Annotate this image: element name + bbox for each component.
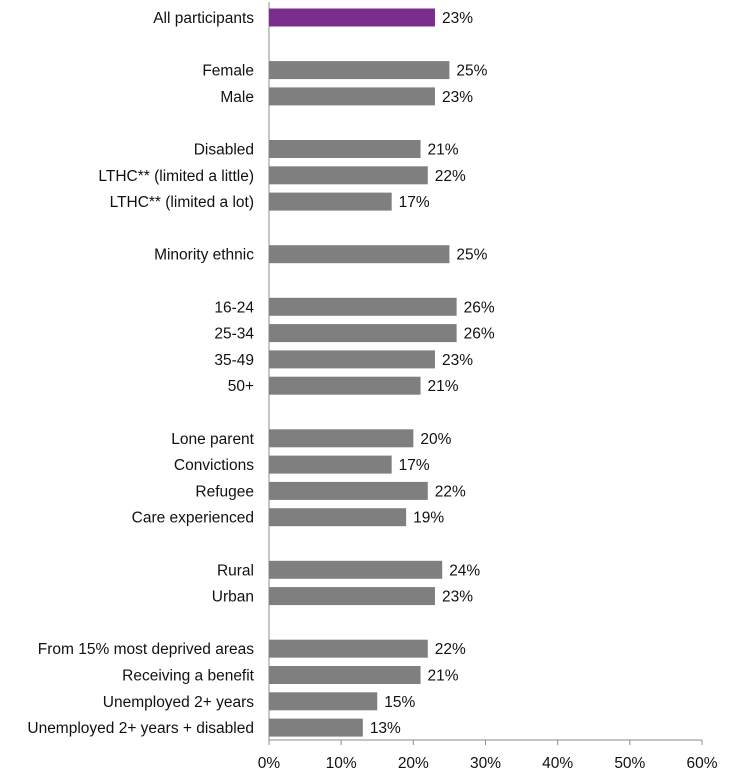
category-label: Disabled bbox=[194, 142, 254, 159]
bar bbox=[269, 87, 435, 106]
value-label: 25% bbox=[456, 63, 487, 80]
category-label: Male bbox=[220, 89, 254, 106]
category-label: 35-49 bbox=[214, 352, 254, 369]
bar bbox=[269, 350, 435, 369]
category-label: 25-34 bbox=[214, 326, 254, 343]
x-tick-label: 60% bbox=[686, 755, 717, 772]
category-label: Female bbox=[202, 63, 254, 80]
value-label: 13% bbox=[370, 720, 401, 737]
value-label: 17% bbox=[399, 457, 430, 474]
value-label: 19% bbox=[413, 510, 444, 527]
bar bbox=[269, 245, 450, 264]
value-label: 25% bbox=[456, 247, 487, 264]
category-label: All participants bbox=[153, 10, 254, 27]
value-label: 22% bbox=[435, 641, 466, 658]
value-label: 15% bbox=[384, 694, 415, 711]
bar bbox=[269, 560, 443, 579]
category-label: LTHC** (limited a little) bbox=[98, 168, 254, 185]
bar bbox=[269, 587, 435, 606]
category-label: Minority ethnic bbox=[154, 247, 254, 264]
bar bbox=[269, 692, 378, 711]
value-label: 26% bbox=[464, 326, 495, 343]
category-label: 16-24 bbox=[214, 299, 254, 316]
bar bbox=[269, 666, 421, 684]
bar bbox=[269, 192, 392, 211]
value-label: 17% bbox=[399, 194, 430, 211]
category-label: Care experienced bbox=[132, 510, 254, 527]
x-axis-ticks: 0% 10% 20% 30% 40% 50% 60% bbox=[258, 740, 718, 772]
value-label: 22% bbox=[435, 483, 466, 500]
bar bbox=[269, 639, 428, 658]
bar bbox=[269, 297, 457, 316]
x-tick-label: 30% bbox=[470, 755, 501, 772]
value-label: 23% bbox=[442, 89, 473, 106]
value-label: 23% bbox=[442, 10, 473, 27]
x-tick-label: 20% bbox=[398, 755, 429, 772]
category-label: Receiving a benefit bbox=[122, 668, 255, 685]
category-label: Rural bbox=[217, 562, 254, 579]
bar bbox=[269, 429, 414, 448]
bar bbox=[269, 508, 407, 527]
value-label: 26% bbox=[464, 299, 495, 316]
x-tick-label: 0% bbox=[258, 755, 281, 772]
bar bbox=[269, 718, 363, 737]
x-tick-label: 40% bbox=[542, 755, 573, 772]
category-label: From 15% most deprived areas bbox=[38, 641, 254, 658]
value-label: 22% bbox=[435, 168, 466, 185]
x-tick-label: 10% bbox=[326, 755, 357, 772]
category-label: Urban bbox=[212, 589, 254, 606]
bar bbox=[269, 166, 428, 185]
value-label: 21% bbox=[428, 378, 459, 395]
x-tick-label: 50% bbox=[614, 755, 645, 772]
value-label: 24% bbox=[449, 562, 480, 579]
category-label: Unemployed 2+ years + disabled bbox=[27, 720, 254, 737]
category-label: Refugee bbox=[195, 483, 254, 500]
bar bbox=[269, 140, 421, 158]
category-label: LTHC** (limited a lot) bbox=[110, 194, 254, 211]
category-label: 50+ bbox=[228, 378, 254, 395]
value-label: 23% bbox=[442, 589, 473, 606]
bar bbox=[269, 376, 421, 395]
bar bbox=[269, 481, 428, 500]
bar bbox=[269, 324, 457, 343]
bar bbox=[269, 61, 450, 80]
value-label: 20% bbox=[420, 431, 451, 448]
category-label: Unemployed 2+ years bbox=[103, 694, 254, 711]
value-label: 21% bbox=[428, 142, 459, 159]
category-label: Convictions bbox=[174, 457, 254, 474]
value-label: 21% bbox=[428, 668, 459, 685]
category-label: Lone parent bbox=[171, 431, 254, 448]
value-label: 23% bbox=[442, 352, 473, 369]
bar-rows: All participants 23% Female 25% Male 23% Disab… bbox=[27, 8, 495, 737]
bar-highlight bbox=[269, 8, 435, 27]
bar bbox=[269, 455, 392, 474]
